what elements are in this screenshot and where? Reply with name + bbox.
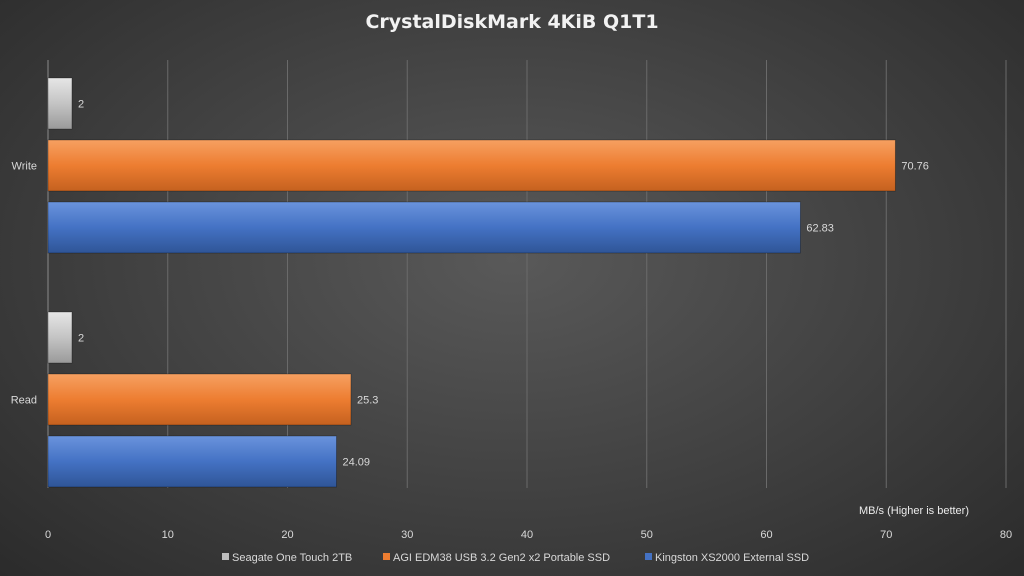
data-label: 62.83	[806, 223, 834, 235]
bar-write-series-0	[47, 77, 73, 130]
category-labels: Write Read	[11, 161, 37, 407]
x-tick-label: 40	[521, 529, 533, 541]
bar-write-series-2	[47, 201, 801, 254]
legend-swatch	[383, 553, 390, 560]
legend-swatch	[222, 553, 229, 560]
data-label: 24.09	[342, 457, 370, 469]
data-label: 2	[78, 333, 84, 345]
data-label: 25.3	[357, 395, 378, 407]
x-tick-label: 10	[162, 529, 174, 541]
x-tick-label: 50	[641, 529, 653, 541]
data-labels: 2 70.76 62.83 2 25.3 24.09	[78, 99, 929, 469]
legend-label: AGI EDM38 USB 3.2 Gen2 x2 Portable SSD	[393, 552, 610, 564]
bars	[47, 77, 896, 488]
category-label-write: Write	[12, 161, 37, 173]
bar-read-series-1	[47, 373, 352, 426]
data-label: 70.76	[901, 161, 929, 173]
bar-read-series-2	[47, 435, 337, 488]
x-axis-title: MB/s (Higher is better)	[859, 505, 969, 517]
legend-label: Kingston XS2000 External SSD	[655, 552, 809, 564]
legend-swatch	[645, 553, 652, 560]
x-tick-label: 0	[45, 529, 51, 541]
data-label: 2	[78, 99, 84, 111]
x-tick-label: 70	[880, 529, 892, 541]
x-tick-label: 20	[281, 529, 293, 541]
gridlines	[47, 60, 1007, 488]
x-axis-ticks: 0 10 20 30 40 50 60 70 80	[45, 529, 1012, 541]
x-tick-label: 80	[1000, 529, 1012, 541]
x-tick-label: 60	[760, 529, 772, 541]
category-label-read: Read	[11, 395, 37, 407]
chart-title: CrystalDiskMark 4KiB Q1T1	[365, 11, 658, 33]
bar-read-series-0	[47, 311, 73, 364]
legend: Seagate One Touch 2TB AGI EDM38 USB 3.2 G…	[222, 552, 809, 564]
legend-label: Seagate One Touch 2TB	[232, 552, 352, 564]
x-tick-label: 30	[401, 529, 413, 541]
bar-write-series-1	[47, 139, 896, 192]
